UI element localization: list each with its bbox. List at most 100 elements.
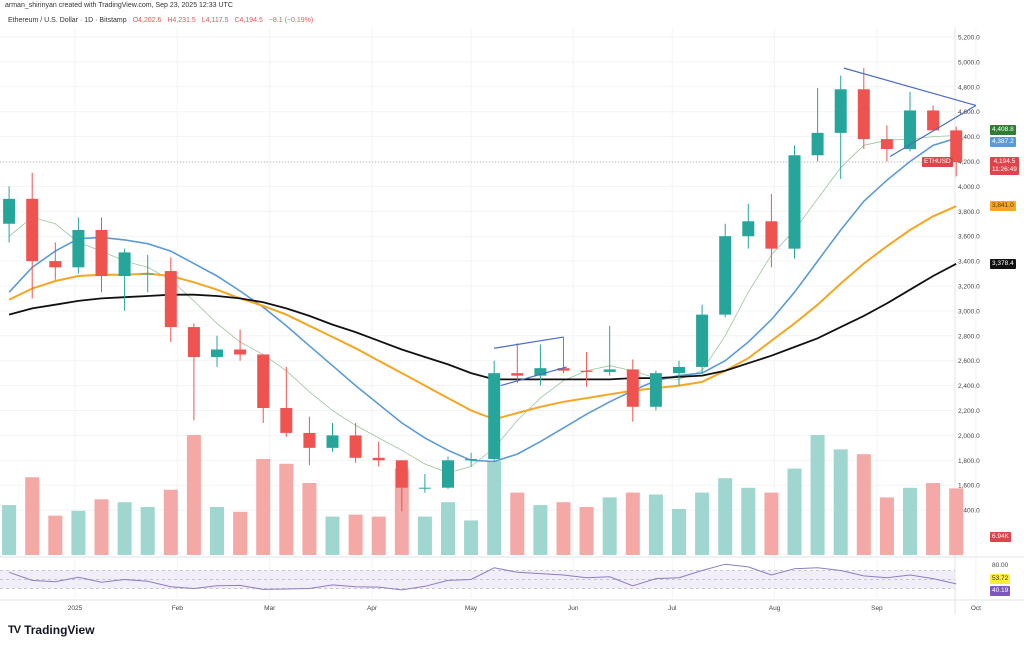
volume-bar <box>71 510 86 555</box>
time-tick-label: May <box>465 605 478 612</box>
price-tick-label: 3,200.0 <box>958 284 980 291</box>
candle <box>742 203 755 249</box>
candle-body <box>442 460 454 488</box>
candle <box>765 193 778 268</box>
candle-body <box>719 236 732 315</box>
candle <box>118 248 131 311</box>
time-tick-label: Jun <box>568 605 579 612</box>
price-tick-label: 3,800.0 <box>958 209 980 216</box>
candle <box>465 452 478 467</box>
time-tick-label: 2025 <box>68 605 83 612</box>
rsi-line <box>8 563 957 591</box>
time-tick-label: Sep <box>871 605 883 612</box>
logo-text: TradingView <box>24 623 95 637</box>
volume-bar <box>371 516 386 555</box>
price-tick-label: 4,200.0 <box>958 159 980 166</box>
close-value: C4,194.5 <box>234 17 263 24</box>
price-tick-label: 4,800.0 <box>958 84 980 91</box>
channel-lower-trendline <box>500 366 567 387</box>
channel-upper-trendline <box>494 336 564 349</box>
volume-bar <box>695 492 710 555</box>
candle-body <box>534 368 547 376</box>
candle <box>303 416 316 466</box>
volume-bar <box>163 489 178 555</box>
candle-body <box>3 198 16 224</box>
volume-bar <box>348 514 363 555</box>
price-tick-label: 4,600.0 <box>958 109 980 116</box>
candle <box>603 325 616 376</box>
volume-bar <box>210 507 224 555</box>
time-tick-label: Apr <box>367 605 378 612</box>
candle-body <box>349 435 362 458</box>
candle-body <box>187 327 200 357</box>
volume-bar <box>672 508 686 555</box>
tradingview-logo-icon: TV <box>8 624 21 636</box>
candle <box>326 422 339 452</box>
volume-bar <box>94 499 109 555</box>
candle <box>72 217 85 274</box>
candle-body <box>742 221 755 237</box>
volume-bar <box>810 435 825 555</box>
candle <box>95 217 108 293</box>
volume-bar <box>764 492 779 555</box>
candle-body <box>95 229 108 277</box>
volume-bar <box>464 520 479 555</box>
rsi-label: 40.19 <box>990 586 1011 596</box>
volume-bar <box>903 487 917 555</box>
candle <box>211 335 223 367</box>
candle-body <box>834 89 847 133</box>
candle-body <box>580 370 593 372</box>
candle-body <box>811 132 824 156</box>
triangle-lower-trendline <box>889 104 977 158</box>
time-tick-label: Mar <box>264 605 276 612</box>
candle <box>372 441 385 467</box>
symbol-title[interactable]: Ethereum / U.S. Dollar · 1D · Bitstamp <box>8 17 127 24</box>
volume-bar <box>833 449 848 555</box>
tradingview-logo[interactable]: TV TradingView <box>8 623 95 637</box>
ma-black-label: 3,378.4 <box>990 259 1016 269</box>
candle <box>557 337 570 374</box>
candle <box>904 91 916 152</box>
volume-bar <box>233 511 248 555</box>
candle-body <box>557 368 570 371</box>
time-tick-label: Jul <box>668 605 677 612</box>
volume-bar <box>510 492 525 555</box>
candle-body <box>488 373 501 460</box>
price-tick-label: 2,000.0 <box>958 433 980 440</box>
candle <box>234 329 247 361</box>
candle-body <box>649 373 662 407</box>
volume-bar <box>417 516 432 555</box>
candle <box>257 354 270 423</box>
symbol-legend: Ethereum / U.S. Dollar · 1D · Bitstamp O… <box>8 17 317 24</box>
candle-body <box>904 110 916 150</box>
candle <box>927 105 940 131</box>
volume-bar <box>279 463 294 555</box>
candle-body <box>857 89 870 140</box>
candle <box>488 360 501 462</box>
candle-body <box>788 155 801 249</box>
volume-bar <box>648 494 663 555</box>
candle <box>626 359 639 422</box>
candle-body <box>280 408 293 433</box>
candle <box>857 68 870 150</box>
candle-body <box>626 369 639 407</box>
symbol-tag: ETHUSD <box>922 157 953 167</box>
volume-bar <box>602 497 617 555</box>
volume-bar <box>394 468 409 555</box>
open-value: O4,202.6 <box>132 17 162 24</box>
candle <box>395 460 408 512</box>
triangle-upper-trendline <box>843 67 977 107</box>
price-tick-label: 3,400.0 <box>958 259 980 266</box>
rsi-band <box>0 570 955 589</box>
candle-body <box>465 459 478 461</box>
volume-bar <box>879 497 894 555</box>
candle <box>834 75 847 179</box>
time-tick-label: Aug <box>769 605 781 612</box>
volume-bar <box>718 478 733 555</box>
price-tick-label: 3,000.0 <box>958 308 980 315</box>
price-tick-label: 4,000.0 <box>958 184 980 191</box>
candle <box>811 88 824 162</box>
time-tick-label: Oct <box>971 605 981 612</box>
candle <box>511 343 524 384</box>
